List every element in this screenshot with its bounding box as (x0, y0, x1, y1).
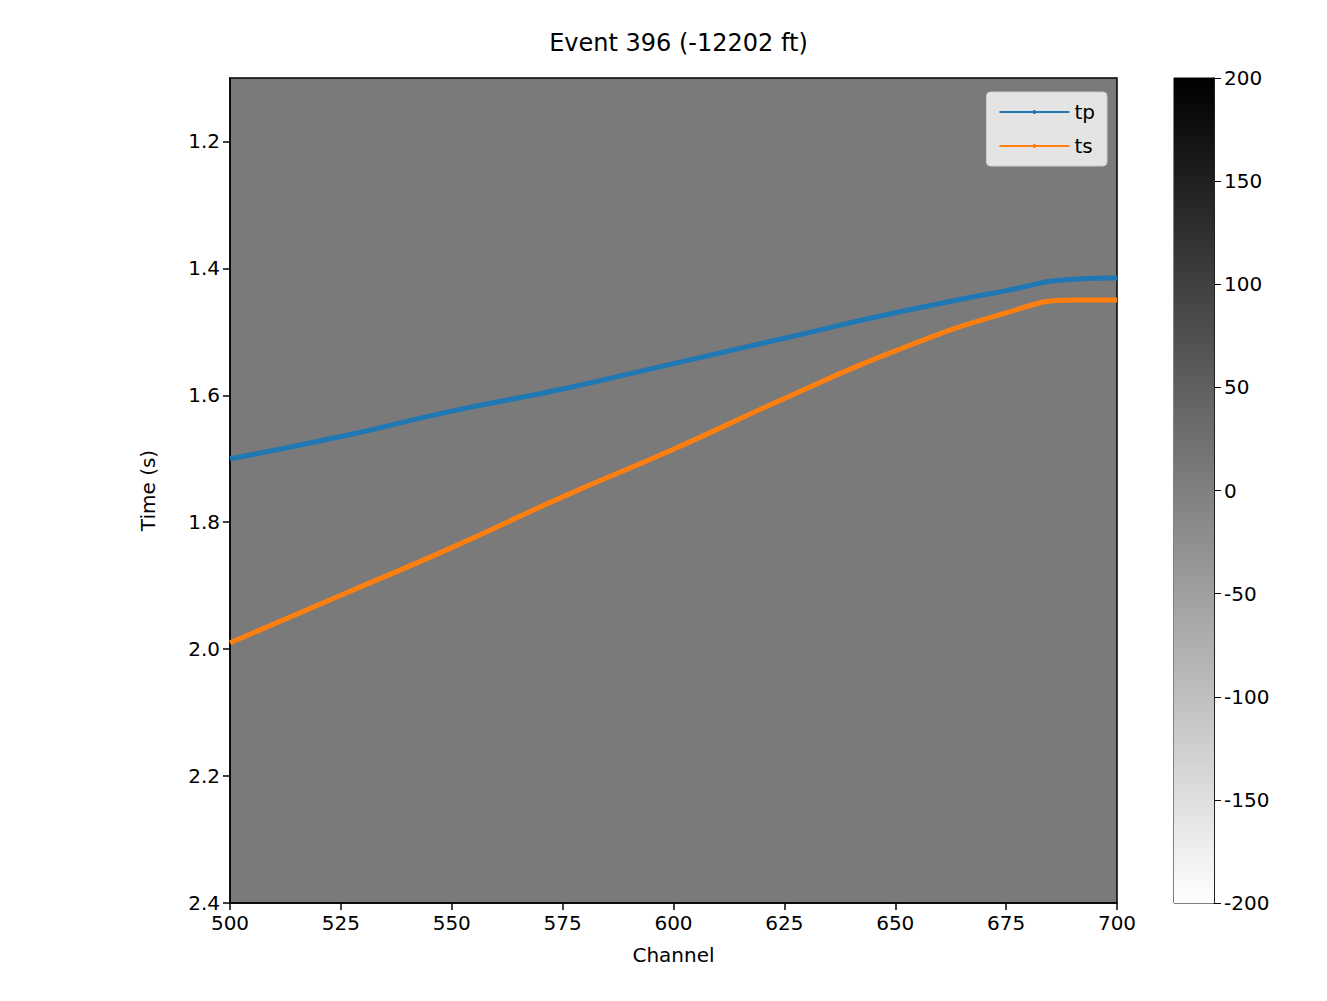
svg-text:675: 675 (987, 911, 1025, 935)
svg-text:-100: -100 (1224, 685, 1269, 709)
svg-text:2.4: 2.4 (188, 891, 220, 915)
svg-text:100: 100 (1224, 272, 1262, 296)
svg-text:1.6: 1.6 (188, 383, 220, 407)
svg-text:-50: -50 (1224, 582, 1257, 606)
svg-text:550: 550 (433, 911, 471, 935)
svg-text:1.2: 1.2 (188, 129, 220, 153)
svg-text:200: 200 (1224, 66, 1262, 90)
svg-text:1.4: 1.4 (188, 256, 220, 280)
svg-text:575: 575 (544, 911, 582, 935)
svg-text:Event 396 (-12202 ft): Event 396 (-12202 ft) (549, 29, 808, 57)
svg-text:500: 500 (211, 911, 249, 935)
svg-text:600: 600 (654, 911, 692, 935)
svg-text:ts: ts (1074, 134, 1092, 158)
svg-text:2.0: 2.0 (188, 637, 220, 661)
svg-text:525: 525 (322, 911, 360, 935)
svg-text:-150: -150 (1224, 788, 1269, 812)
svg-text:625: 625 (765, 911, 803, 935)
svg-text:Time (s): Time (s) (136, 450, 160, 532)
svg-text:Channel: Channel (632, 943, 714, 967)
svg-text:700: 700 (1098, 911, 1136, 935)
svg-text:50: 50 (1224, 375, 1249, 399)
svg-text:650: 650 (876, 911, 914, 935)
svg-text:0: 0 (1224, 479, 1237, 503)
svg-text:2.2: 2.2 (188, 764, 220, 788)
svg-text:-200: -200 (1224, 891, 1269, 915)
svg-text:150: 150 (1224, 169, 1262, 193)
svg-text:1.8: 1.8 (188, 510, 220, 534)
svg-text:tp: tp (1074, 100, 1095, 124)
